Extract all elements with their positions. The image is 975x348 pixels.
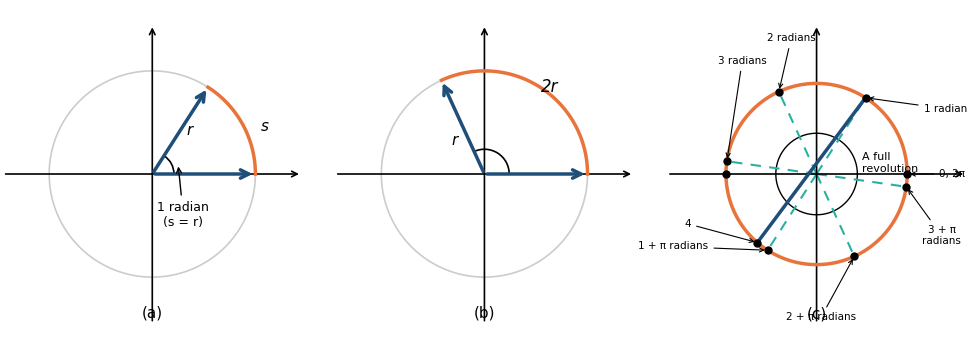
- Text: r: r: [186, 123, 193, 138]
- Text: (c): (c): [806, 307, 827, 322]
- Text: s: s: [260, 119, 268, 134]
- Text: r: r: [451, 133, 457, 148]
- Text: 1 radian
(s = r): 1 radian (s = r): [157, 168, 210, 229]
- Text: 3 + π
radians: 3 + π radians: [909, 190, 961, 246]
- Text: (a): (a): [141, 306, 163, 321]
- Text: 2 + π radians: 2 + π radians: [786, 260, 856, 322]
- Text: A full
revolution: A full revolution: [862, 152, 918, 174]
- Text: 1 radian: 1 radian: [870, 97, 967, 114]
- Text: (b): (b): [474, 306, 495, 321]
- Text: 2 radians: 2 radians: [766, 33, 815, 88]
- Text: 1 + π radians: 1 + π radians: [639, 242, 763, 252]
- Text: 0, 2π: 0, 2π: [912, 169, 965, 179]
- Text: 4: 4: [684, 219, 754, 243]
- Text: 3 radians: 3 radians: [718, 56, 766, 157]
- Text: 2r: 2r: [541, 78, 559, 95]
